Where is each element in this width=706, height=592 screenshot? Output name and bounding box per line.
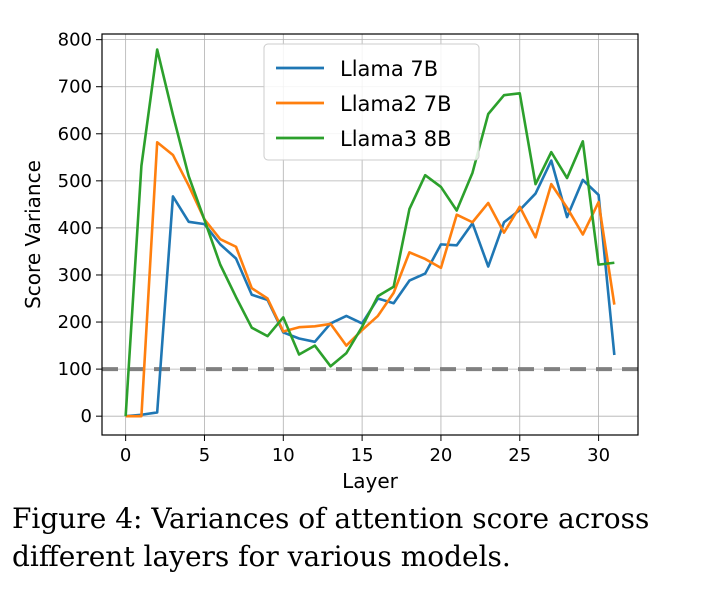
figure-caption: Figure 4: Variances of attention score a… [12,500,702,576]
y-tick-label: 0 [81,406,92,427]
x-tick-label: 15 [351,445,374,466]
legend-label: Llama 7B [340,57,438,81]
plot-frame [101,33,639,436]
legend-label: Llama2 7B [340,92,452,116]
series-lines [124,48,616,418]
y-tick-label: 100 [58,359,92,380]
x-tick-label: 20 [429,445,452,466]
x-tick-label: 10 [272,445,295,466]
y-tick-label: 300 [58,265,92,286]
y-tick-label: 200 [58,312,92,333]
y-tick-label: 500 [58,171,92,192]
caption-text: Variances of attention score across diff… [12,502,650,573]
y-tick-label: 400 [58,218,92,239]
y-axis-label: Score Variance [21,160,45,309]
y-tick-label: 800 [58,30,92,51]
series-line-llama-7b [125,159,616,418]
y-tick-label: 600 [58,124,92,145]
series-line-llama3-8b [124,48,615,417]
series-line-llama2-7b [125,140,616,418]
legend-box [263,43,480,161]
x-tick-label: 25 [508,445,531,466]
legend: Llama 7B Llama2 7B Llama3 8B [263,43,480,161]
x-tick-label: 0 [120,445,131,466]
legend-label: Llama3 8B [340,127,452,151]
x-tick-label: 5 [199,445,210,466]
x-tick-label: 30 [587,445,610,466]
x-axis-label: Layer [342,469,399,493]
caption-label: Figure 4: [12,502,143,535]
y-tick-label: 700 [58,77,92,98]
